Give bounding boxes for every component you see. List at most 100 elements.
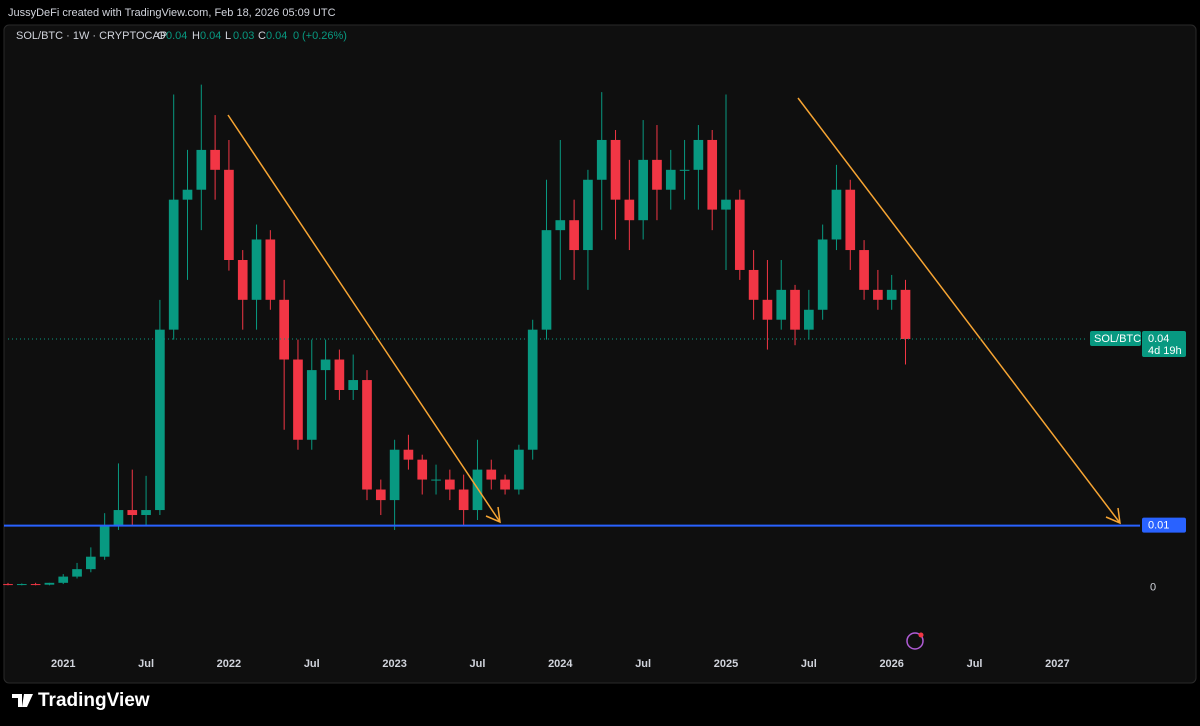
candle-body [375, 489, 386, 501]
candle-body [569, 220, 579, 251]
hline-tag-value: 0.01 [1148, 520, 1169, 532]
trend-arrow [797, 97, 1121, 524]
candle-body [707, 139, 718, 210]
candle-body [638, 159, 648, 221]
x-tick-label: 2025 [714, 658, 738, 670]
candle-body [555, 220, 566, 231]
x-tick-label: Jul [304, 658, 320, 670]
price-tag-symbol: SOL/BTC [1094, 333, 1141, 345]
ohlc-key: O [157, 30, 166, 42]
arrow-head [485, 506, 501, 524]
caption: JussyDeFi created with TradingView.com, … [8, 7, 336, 19]
x-tick-label: 2024 [548, 658, 573, 670]
ohlc-key: C [258, 30, 266, 42]
candle-body [403, 449, 414, 460]
candle-body [293, 359, 303, 440]
alert-dot [918, 632, 924, 638]
ohlc-value: 0.04 [200, 30, 221, 42]
candle-body [831, 189, 842, 240]
candle-body [748, 269, 759, 300]
candle-body [251, 239, 262, 300]
ohlc-value: 0.04 [166, 30, 187, 42]
candle-body [610, 139, 621, 200]
candle-body [721, 199, 731, 210]
candle-body [279, 299, 289, 360]
candle-body [320, 359, 331, 371]
candle-body [762, 299, 773, 320]
x-tick-label: 2027 [1045, 658, 1069, 670]
logo [12, 694, 33, 707]
candle-body [845, 189, 856, 251]
candle-body [389, 449, 400, 501]
candle-body [86, 556, 96, 570]
brand: TradingView [38, 690, 150, 711]
candle-body [665, 169, 676, 190]
candle-body [886, 289, 897, 300]
candle-body [514, 449, 524, 490]
candle-body [141, 510, 151, 516]
candle-body [16, 584, 27, 586]
candle-body [99, 525, 110, 557]
ohlc-key: L [225, 30, 231, 42]
x-tick-label: Jul [635, 658, 651, 670]
plot-area: 0 2021 Jul 2022 Jul 2023 Jul 2024 Jul 2025 Jul 2026… [3, 84, 1156, 670]
price-tag-countdown: 4d 19h [1148, 345, 1182, 357]
candle-body [113, 510, 124, 526]
candle-body [30, 584, 41, 586]
price-tag-value: 0.04 [1148, 333, 1169, 345]
candle-body [334, 359, 345, 391]
candle-body [196, 149, 207, 190]
alert-icon[interactable] [906, 632, 924, 650]
candle-body [734, 199, 745, 270]
price-tag-bg [1142, 331, 1186, 357]
hline-tag-bg [1142, 517, 1186, 533]
x-tick-label: 2021 [51, 658, 75, 670]
y-tick-label: 0 [1150, 582, 1156, 594]
candle-body [900, 289, 911, 339]
x-tick-label: Jul [801, 658, 817, 670]
candle-body [817, 239, 828, 310]
candle-body [58, 576, 69, 583]
ohlc-key: H [192, 30, 200, 42]
candle-body [127, 510, 138, 516]
x-tick-label: 2023 [382, 658, 406, 670]
candle-body [72, 569, 82, 577]
ohlc-value: 0.04 [266, 30, 287, 42]
candle-body [500, 479, 510, 490]
candle-body [44, 582, 55, 585]
x-tick-label: Jul [967, 658, 983, 670]
chart-panel [3, 24, 1197, 684]
candle-body [859, 250, 869, 290]
candle-body [652, 159, 662, 190]
candle-body [804, 309, 814, 330]
candle-body [417, 459, 428, 480]
candle-body [348, 380, 359, 391]
candle-body [3, 584, 13, 586]
candle-body [445, 479, 455, 490]
x-tick-label: 2026 [879, 658, 903, 670]
candle-body [776, 289, 787, 320]
candle-body [790, 289, 800, 330]
candle-body [182, 189, 193, 200]
x-tick-label: 2022 [217, 658, 241, 670]
candle-body [431, 479, 441, 481]
candle-body [583, 179, 593, 251]
candle-body [472, 469, 483, 511]
candle-body [873, 289, 883, 300]
symbol: SOL/BTC · 1W · CRYPTOCAP [16, 30, 167, 42]
candle-body [693, 139, 704, 170]
candle-body [541, 230, 552, 330]
candle-body [265, 239, 276, 300]
candle-body [224, 169, 234, 261]
candle-body [306, 370, 317, 440]
candle-body [486, 469, 497, 480]
x-tick-label: Jul [138, 658, 154, 670]
candle-body [527, 329, 538, 450]
candle-body [679, 169, 690, 171]
trend-arrow [227, 114, 501, 523]
change: 0 [293, 30, 299, 42]
candle-body [168, 199, 179, 330]
candle-body [237, 260, 248, 300]
